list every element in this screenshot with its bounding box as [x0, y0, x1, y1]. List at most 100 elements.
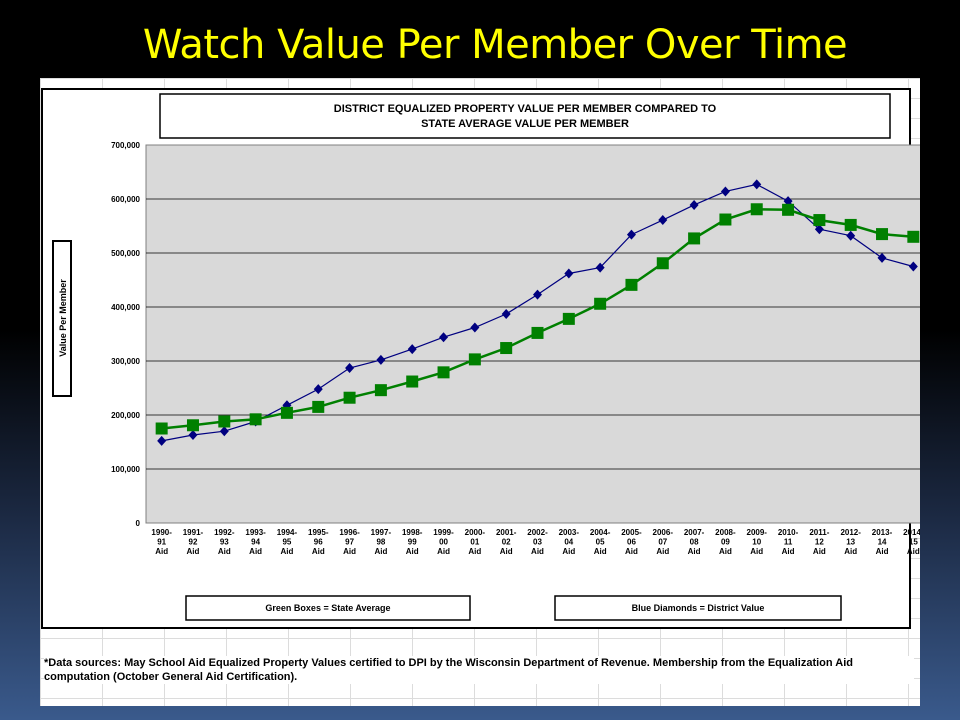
district-marker [720, 186, 730, 197]
state-marker [186, 419, 199, 432]
x-tick-label: 08 [690, 538, 699, 547]
legend-state-label: Green Boxes = State Average [265, 603, 390, 613]
x-tick-label: Aid [468, 547, 481, 556]
x-tick-label: 05 [596, 538, 605, 547]
x-tick-label: 02 [502, 538, 511, 547]
x-tick-label: Aid [688, 547, 701, 556]
district-marker [188, 429, 198, 440]
state-marker [719, 213, 732, 226]
x-tick-label: 01 [470, 538, 479, 547]
district-marker [376, 354, 386, 365]
x-tick-label: Aid [625, 547, 638, 556]
district-marker [439, 332, 449, 343]
x-tick-label: 10 [752, 538, 761, 547]
gridlines [146, 198, 920, 470]
state-marker [876, 228, 889, 241]
district-marker [814, 224, 824, 235]
district-marker [345, 363, 355, 374]
state-marker [562, 312, 575, 325]
x-tick-label: Aid [719, 547, 732, 556]
x-tick-label: 2008- [715, 528, 736, 537]
x-tick-label: Aid [280, 547, 293, 556]
state-marker [312, 400, 325, 413]
x-tick-label: 2002- [527, 528, 548, 537]
state-marker [907, 230, 920, 243]
y-axis-label-box [52, 240, 72, 397]
x-tick-label: 12 [815, 538, 824, 547]
x-tick-label: 1996- [339, 528, 360, 537]
x-tick-label: 1997- [371, 528, 392, 537]
slide-title: Watch Value Per Member Over Time [142, 22, 848, 68]
x-tick-label: 11 [784, 538, 793, 547]
x-tick-label: Aid [187, 547, 200, 556]
x-tick-label: Aid [500, 547, 513, 556]
x-tick-label: 2001- [496, 528, 517, 537]
district-marker [564, 268, 574, 279]
x-tick-labels: 1990-91Aid1991-92Aid1992-93Aid1993-94Aid… [151, 528, 920, 556]
x-tick-label: Aid [312, 547, 325, 556]
district-marker [908, 261, 918, 272]
x-tick-label: 2000- [465, 528, 486, 537]
x-tick-label: 2004- [590, 528, 611, 537]
x-tick-label: 99 [408, 538, 417, 547]
x-tick-label: 96 [314, 538, 323, 547]
x-tick-label: 2007- [684, 528, 705, 537]
x-tick-label: 98 [376, 538, 385, 547]
x-tick-label: 2003- [559, 528, 580, 537]
x-tick-label: Aid [782, 547, 795, 556]
x-tick-label: Aid [374, 547, 387, 556]
legend-district-label: Blue Diamonds = District Value [632, 603, 765, 613]
state-marker [155, 422, 168, 435]
footnote: *Data sources: May School Aid Equalized … [44, 656, 914, 684]
x-tick-label: 13 [846, 538, 855, 547]
district-marker [533, 289, 542, 300]
x-tick-label: 2010- [778, 528, 799, 537]
x-tick-label: 1999- [433, 528, 454, 537]
chart-title-line1: DISTRICT EQUALIZED PROPERTY VALUE PER ME… [334, 103, 717, 115]
district-marker [157, 435, 167, 446]
district-marker [470, 322, 480, 333]
y-tick-label: 700,000 [111, 141, 140, 150]
state-marker [374, 384, 387, 397]
x-tick-label: Aid [249, 547, 262, 556]
state-marker [406, 375, 419, 388]
chart: DISTRICT EQUALIZED PROPERTY VALUE PER ME… [41, 88, 920, 629]
x-tick-label: 92 [189, 538, 198, 547]
chart-title-box [159, 93, 891, 139]
x-tick-label: 95 [282, 538, 291, 547]
x-tick-label: Aid [562, 547, 575, 556]
y-axis-label: Value Per Member [58, 279, 68, 357]
state-marker [844, 218, 857, 231]
x-tick-label: 94 [251, 538, 260, 547]
series-markers [155, 179, 920, 446]
x-tick-label: 14 [878, 538, 887, 547]
district-marker [595, 262, 605, 273]
x-tick-label: 91 [157, 538, 166, 547]
district-marker [752, 179, 762, 190]
x-tick-label: 00 [439, 538, 448, 547]
state-marker [813, 214, 826, 227]
x-tick-label: Aid [813, 547, 826, 556]
state-marker [531, 326, 544, 339]
x-tick-label: Aid [656, 547, 669, 556]
x-tick-label: 2005- [621, 528, 642, 537]
x-tick-label: 2012- [840, 528, 861, 537]
y-tick-label: 100,000 [111, 465, 140, 474]
x-tick-label: 2013- [872, 528, 893, 537]
x-tick-label: 2011- [809, 528, 829, 537]
x-tick-label: Aid [876, 547, 889, 556]
state-marker [594, 297, 607, 310]
x-tick-label: 09 [721, 538, 730, 547]
state-marker [656, 257, 669, 270]
y-tick-label: 500,000 [111, 249, 140, 258]
district-marker [219, 426, 229, 437]
y-tick-label: 600,000 [111, 195, 140, 204]
x-tick-label: 04 [564, 538, 573, 547]
x-tick-label: 1990- [151, 528, 172, 537]
state-marker [625, 278, 638, 291]
district-marker [783, 196, 793, 207]
chart-title-line2: STATE AVERAGE VALUE PER MEMBER [421, 118, 629, 130]
y-tick-label: 0 [136, 519, 141, 528]
state-marker [500, 342, 513, 355]
legend-district-box [554, 595, 842, 621]
